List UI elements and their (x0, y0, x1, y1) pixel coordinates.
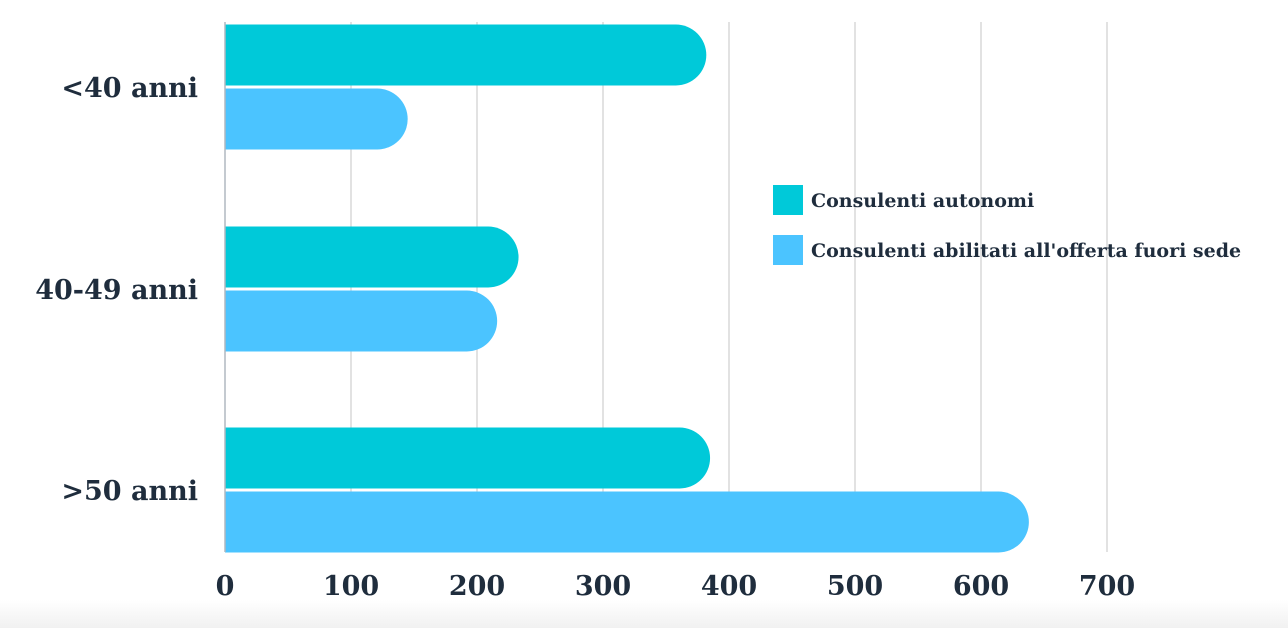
x-tick-label: 700 (1079, 571, 1135, 602)
grid-lines (350, 22, 1108, 552)
legend-swatch (773, 235, 803, 265)
bar-2-1 (225, 491, 1029, 553)
bar-1-1 (225, 290, 498, 352)
y-tick-labels: <40 anni 40-49 anni >50 anni (35, 73, 198, 507)
y-tick-label: 40-49 anni (35, 275, 198, 306)
x-tick-label: 300 (575, 571, 631, 602)
legend-swatch (773, 185, 803, 215)
y-tick-label: <40 anni (61, 73, 198, 104)
x-tick-label: 500 (827, 571, 883, 602)
x-tick-label: 600 (953, 571, 1009, 602)
x-tick-label: 100 (323, 571, 379, 602)
bar-2-0 (225, 427, 711, 489)
legend-label: Consulenti autonomi (811, 190, 1034, 212)
x-tick-labels: 0 100 200 300 400 500 600 700 (216, 571, 1136, 602)
x-tick-label: 200 (449, 571, 505, 602)
legend: Consulenti autonomi Consulenti abilitati … (773, 185, 1241, 265)
x-tick-label: 0 (216, 571, 235, 602)
bars (225, 24, 1029, 553)
bar-0-1 (225, 88, 408, 150)
bar-0-0 (225, 24, 707, 86)
x-tick-label: 400 (701, 571, 757, 602)
y-tick-label: >50 anni (61, 476, 198, 507)
bar-1-0 (225, 226, 519, 288)
legend-label: Consulenti abilitati all'offerta fuori s… (811, 240, 1241, 262)
